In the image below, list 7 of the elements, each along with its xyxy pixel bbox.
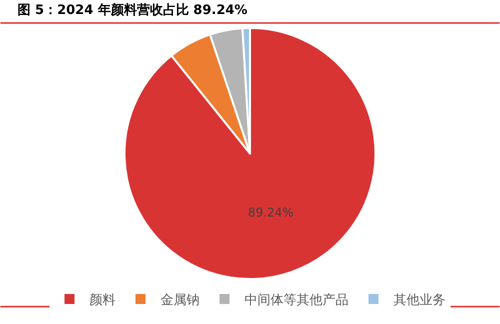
legend-label: 金属钠 <box>160 293 200 308</box>
chart-title: 图 5：2024 年颜料营收占比 89.24% <box>18 2 248 18</box>
legend-label: 颜料 <box>90 293 116 308</box>
legend-label: 中间体等其他产品 <box>244 293 348 308</box>
legend-label: 其他业务 <box>394 293 446 308</box>
data-label: 89.24% <box>248 206 294 220</box>
pie-slice <box>124 27 376 280</box>
